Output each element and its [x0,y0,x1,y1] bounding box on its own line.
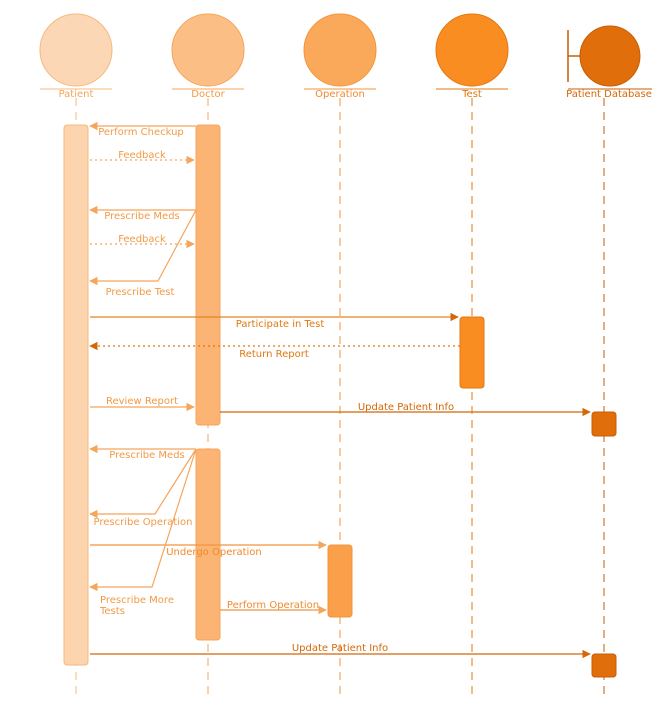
message-prescribe-test: Prescribe Test [89,209,197,298]
prescribe-test-arrow [89,209,197,286]
perform-checkup-label: Perform Checkup [98,127,184,138]
operation-actor-circle [303,13,377,87]
prescribe-meds-2-label: Prescribe Meds [109,450,185,461]
message-undergo-operation: Undergo Operation [90,540,327,558]
message-prescribe-operation: Prescribe Operation [89,448,197,528]
database-actor-circle [579,25,641,87]
message-prescribe-meds-2: Prescribe Meds [89,444,196,461]
doctor-activation-bar-1 [195,124,221,426]
patient-activation-bar [63,124,89,666]
undergo-operation-label: Undergo Operation [166,547,262,558]
return-report-label: Return Report [239,349,309,360]
prescribe-more-tests-label-line: Prescribe More [100,595,174,606]
prescribe-more-tests-label-line: Tests [99,606,125,617]
prescribe-operation-label: Prescribe Operation [94,517,193,528]
message-feedback-2: Feedback [90,234,195,249]
database-activation-box-2 [591,653,617,678]
prescribe-test-label: Prescribe Test [106,287,175,298]
test-label: Test [461,89,482,100]
feedback-2-label: Feedback [118,234,166,245]
participate-in-test-label: Participate in Test [236,319,325,330]
message-update-patient-info-2: Update Patient Info [90,643,591,659]
database-activation-box-1 [591,411,617,437]
update-patient-info-2-label: Update Patient Info [292,643,388,654]
actor-operation: Operation [303,13,377,700]
update-patient-info-1-label: Update Patient Info [358,402,454,413]
patient-label: Patient [59,89,94,100]
message-feedback-1: Feedback [90,150,195,165]
prescribe-more-tests-label: Prescribe More Tests [99,595,177,617]
doctor-label: Doctor [191,89,225,100]
test-actor-circle [435,13,509,87]
test-activation-bar [459,316,485,389]
feedback-1-label: Feedback [118,150,166,161]
review-report-label: Review Report [106,396,178,407]
message-return-report: Return Report [89,341,460,360]
message-review-report: Review Report [90,396,195,412]
message-prescribe-meds-1: Prescribe Meds [89,205,196,222]
message-perform-operation: Perform Operation [220,600,327,615]
database-label: Patient Database [566,89,652,100]
prescribe-meds-1-label: Prescribe Meds [104,211,180,222]
patient-actor-circle [39,13,113,87]
message-participate-in-test: Participate in Test [90,312,459,330]
operation-label: Operation [315,89,365,100]
perform-operation-label: Perform Operation [227,600,319,611]
operation-activation-bar [327,544,353,618]
message-update-patient-info-1: Update Patient Info [220,402,591,417]
actor-test: Test [435,13,509,700]
prescribe-operation-arrow [89,448,197,519]
prescribe-more-tests-arrow [89,448,197,592]
doctor-actor-circle [171,13,245,87]
message-perform-checkup: Perform Checkup [89,121,196,138]
actor-database: Patient Database [566,25,652,700]
message-prescribe-more-tests: Prescribe More Tests [89,448,197,617]
